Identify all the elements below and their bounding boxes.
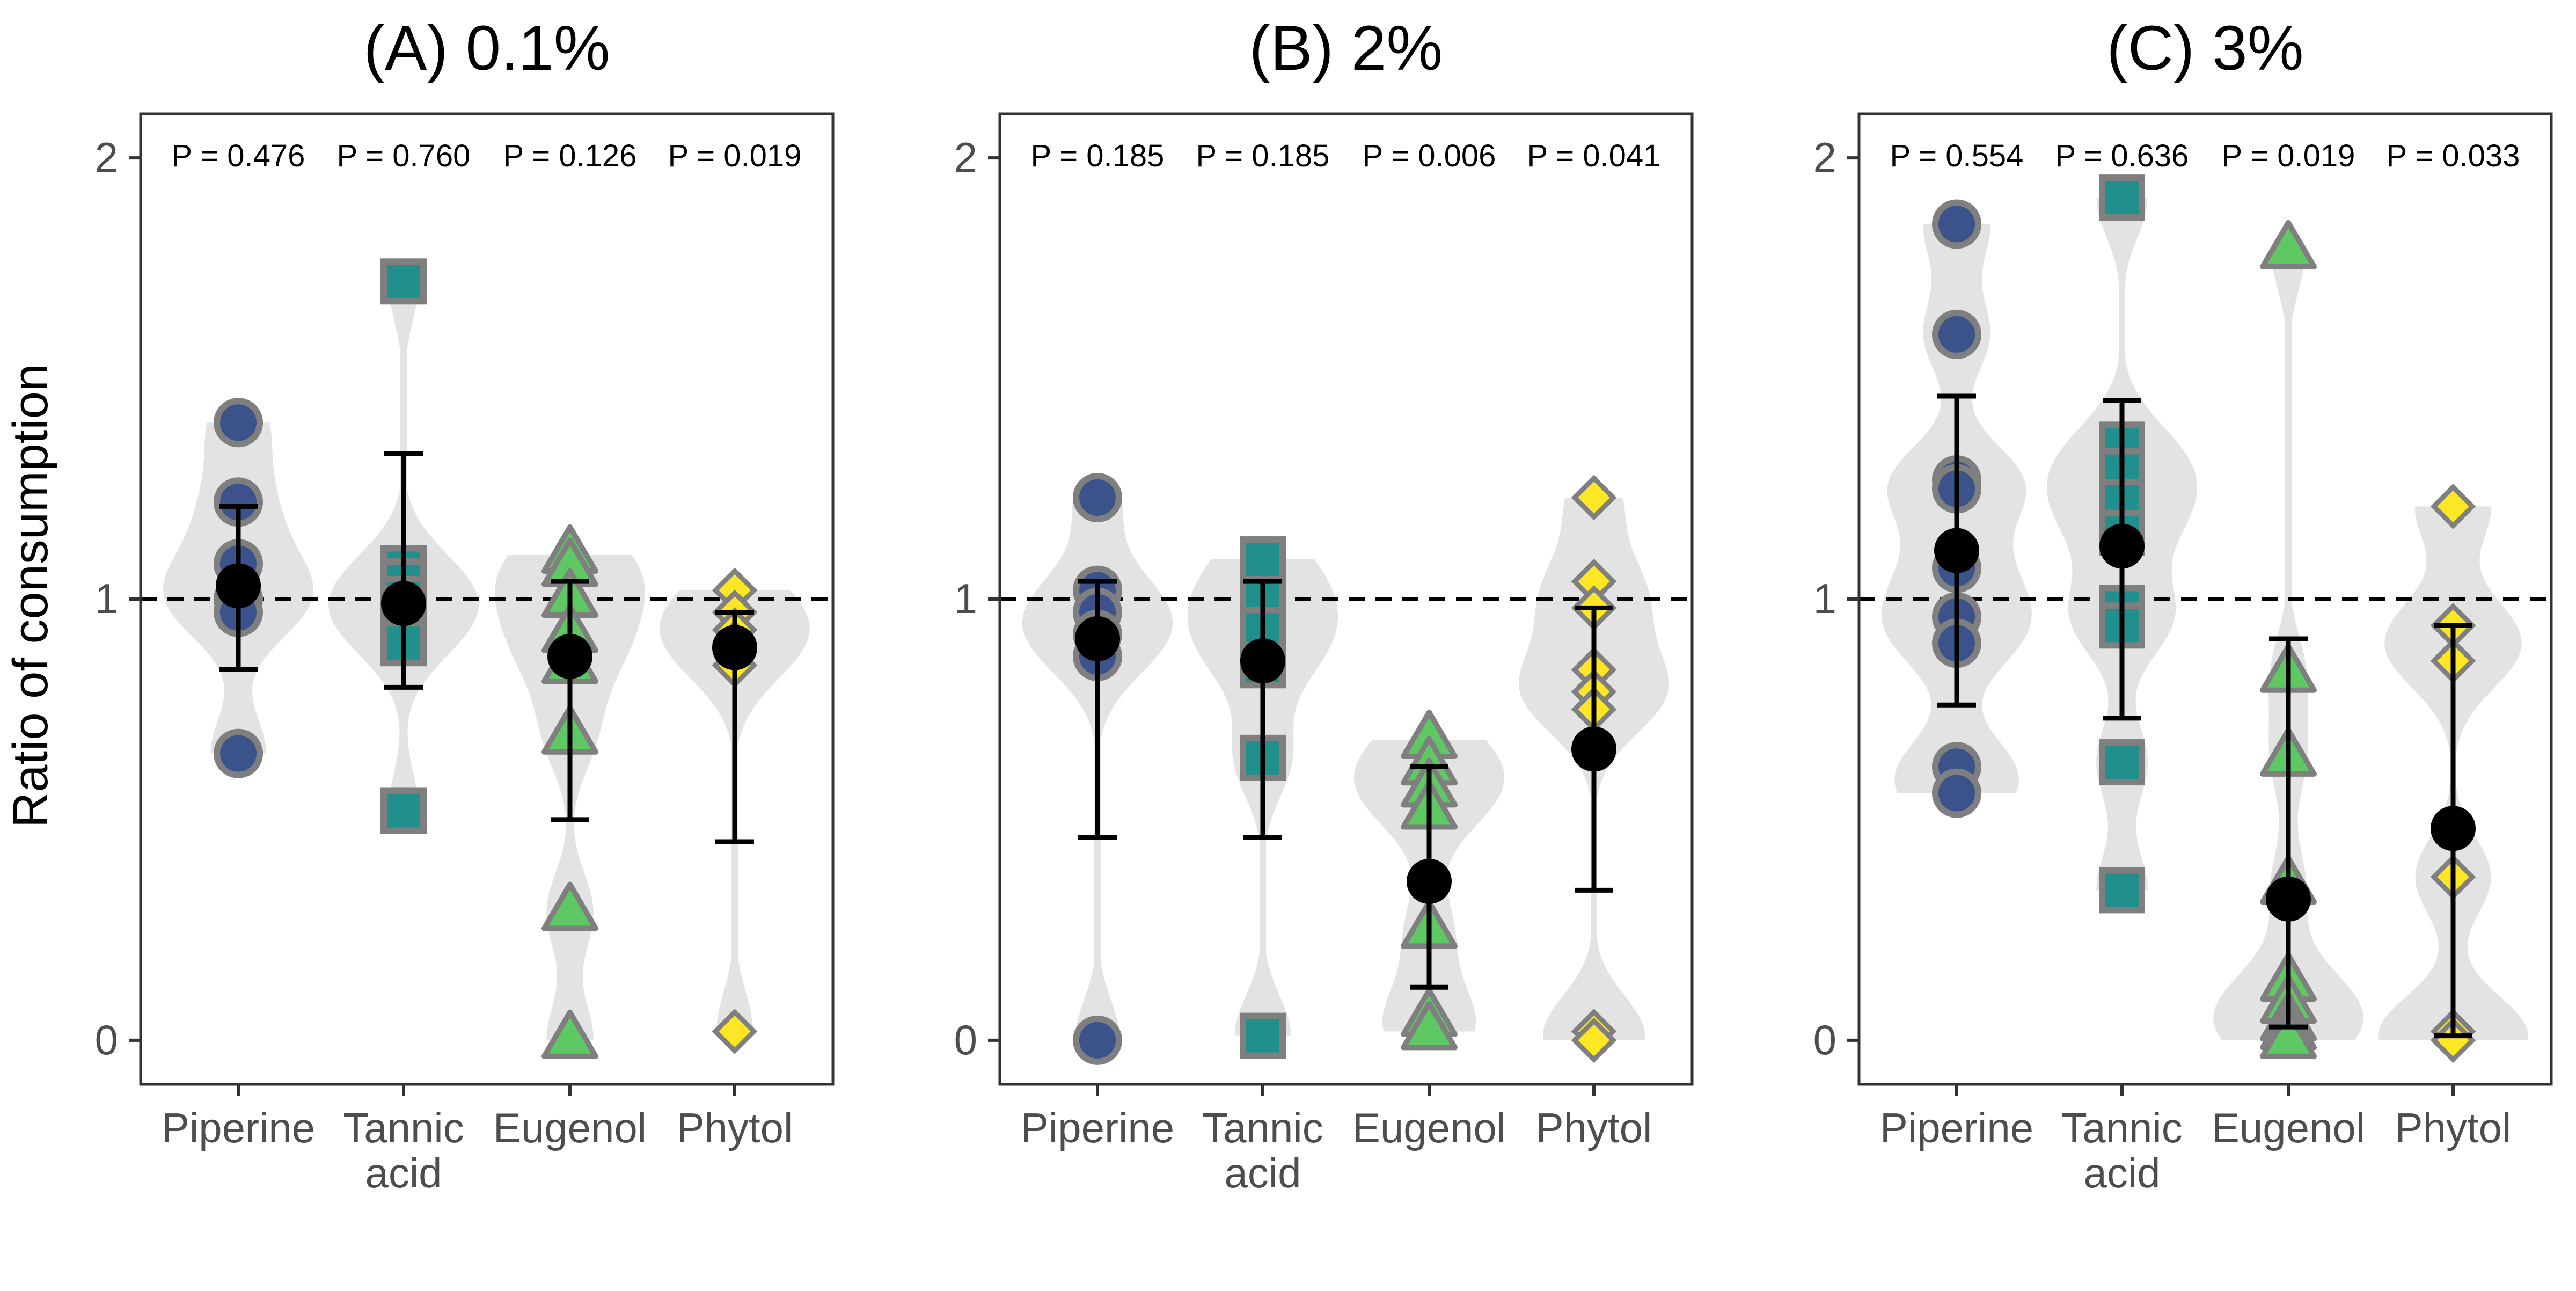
panel-title: (C) 3% (2106, 13, 2303, 84)
chart-panels: (A) 0.1% P = 0.476 Piperine P = 0.760 Tannic… (95, 13, 2553, 1197)
data-point-piperine (1932, 309, 1981, 359)
y-tick-label: 1 (95, 575, 118, 622)
p-value-label: P = 0.554 (1890, 138, 2024, 173)
p-value-label: P = 0.019 (2222, 138, 2355, 173)
x-tick-label: Phytol (2395, 1104, 2512, 1151)
y-tick-label: 2 (95, 134, 118, 181)
x-tick-label: Phytol (677, 1104, 793, 1151)
data-point-eugenol (2260, 220, 2317, 269)
x-tick-label: Eugenol (493, 1104, 647, 1151)
x-tick-label: Piperine (1880, 1104, 2033, 1151)
mean-point (1571, 726, 1616, 772)
data-point-piperine (1073, 472, 1122, 522)
p-value-label: P = 0.636 (2055, 138, 2189, 173)
x-tick-label: Tannic (1202, 1104, 1323, 1151)
x-tick-label: Eugenol (1352, 1104, 1506, 1151)
data-point-phytol (1571, 475, 1617, 521)
data-point-eugenol (541, 1009, 598, 1059)
data-point-eugenol (1401, 1001, 1458, 1051)
panel-1: (A) 0.1% P = 0.476 Piperine P = 0.760 Tannic… (95, 13, 835, 1197)
mean-point (2099, 523, 2145, 569)
data-point-phytol (712, 1009, 758, 1054)
data-point-eugenol (541, 881, 598, 931)
p-value-label: P = 0.019 (668, 138, 802, 173)
y-tick-label: 1 (1813, 575, 1836, 622)
data-point-tannic-acid (2099, 174, 2145, 221)
data-point-eugenol (2260, 1009, 2317, 1059)
x-tick-label: Eugenol (2212, 1104, 2365, 1151)
x-tick-label: Tannic (2061, 1104, 2182, 1151)
p-value-label: P = 0.760 (337, 138, 471, 173)
data-point-piperine (1073, 1015, 1122, 1065)
p-value-label: P = 0.185 (1031, 138, 1165, 173)
x-tick-label: Piperine (1021, 1104, 1174, 1151)
y-tick-label: 0 (954, 1016, 977, 1063)
panel-border (1857, 112, 2553, 1086)
y-tick-label: 0 (1813, 1016, 1836, 1063)
data-point-tannic-acid (2099, 867, 2145, 914)
data-point-tannic-acid (1240, 1012, 1286, 1059)
x-tick-label: acid (2083, 1149, 2160, 1197)
data-point-piperine (214, 728, 263, 778)
mean-point (1934, 528, 1979, 573)
p-value-label: P = 0.041 (1527, 138, 1661, 173)
panel-border (139, 112, 835, 1086)
data-point-tannic-acid (380, 258, 427, 305)
x-tick-label: Phytol (1536, 1104, 1652, 1151)
mean-point (547, 633, 592, 679)
panel-3: (C) 3% P = 0.554 Piperine P = 0.636 Tannicac… (1813, 13, 2553, 1197)
y-tick-label: 2 (954, 134, 977, 181)
panel-border (998, 112, 1694, 1086)
p-value-label: P = 0.476 (172, 138, 305, 173)
x-tick-label: acid (365, 1149, 442, 1197)
y-axis-label: Ratio of consumption (3, 364, 58, 828)
mean-point (216, 563, 261, 609)
data-point-piperine (1932, 768, 1981, 818)
data-point-phytol (1571, 1017, 1617, 1063)
mean-point (2266, 876, 2311, 922)
p-value-label: P = 0.006 (1363, 138, 1496, 173)
data-point-tannic-acid (1240, 536, 1286, 583)
p-value-label: P = 0.126 (503, 138, 637, 173)
panel-title: (B) 2% (1249, 13, 1443, 84)
mean-point (1240, 638, 1285, 684)
x-tick-label: Tannic (343, 1104, 464, 1151)
y-tick-label: 0 (95, 1016, 118, 1063)
mean-point (1075, 616, 1120, 661)
data-point-piperine (214, 398, 263, 448)
x-tick-label: Piperine (162, 1104, 315, 1151)
x-tick-label: acid (1224, 1149, 1301, 1197)
y-tick-label: 1 (954, 575, 977, 622)
data-point-tannic-acid (380, 787, 427, 834)
p-value-label: P = 0.033 (2387, 138, 2520, 173)
mean-point (381, 581, 426, 626)
data-point-phytol (2430, 484, 2476, 529)
panel-2: (B) 2% P = 0.185 Piperine P = 0.185 Tannicac… (954, 13, 1694, 1197)
mean-point (1407, 858, 1452, 904)
mean-point (712, 625, 757, 670)
panel-title: (A) 0.1% (363, 13, 610, 84)
mean-point (2431, 806, 2476, 851)
y-tick-label: 2 (1813, 134, 1836, 181)
data-point-piperine (1932, 199, 1981, 249)
data-point-tannic-acid (2099, 739, 2145, 786)
p-value-label: P = 0.185 (1196, 138, 1330, 173)
